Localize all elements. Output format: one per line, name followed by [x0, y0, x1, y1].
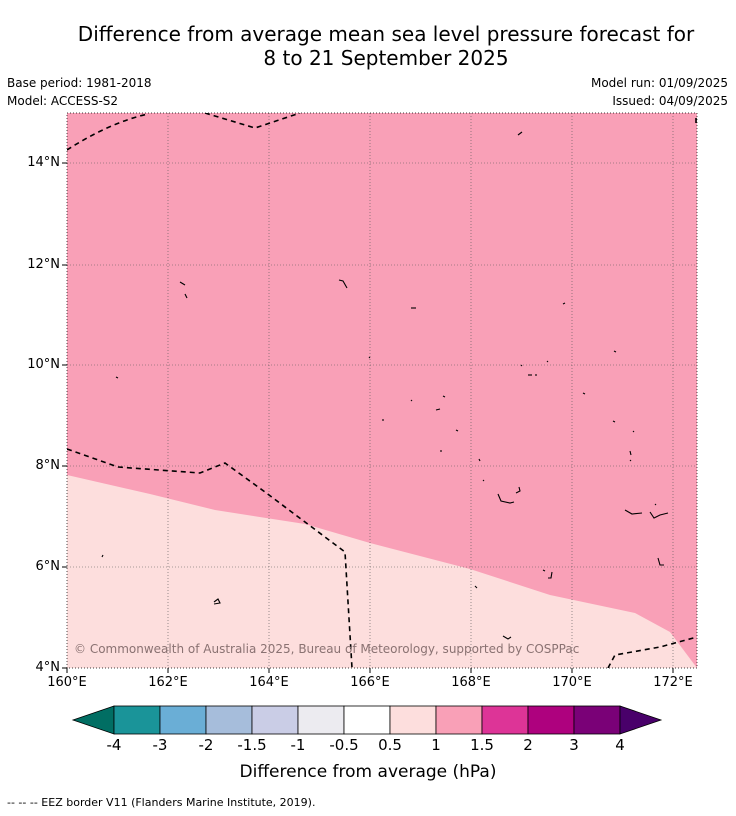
lon-label-166: 166°E [350, 675, 390, 690]
map-credit: © Commonwealth of Australia 2025, Bureau… [74, 642, 579, 656]
lon-label-170: 170°E [552, 675, 592, 690]
base-period: Base period: 1981-2018 [7, 76, 152, 90]
colorbar-extend-high [619, 705, 663, 735]
title-line-2: 8 to 21 September 2025 [263, 46, 509, 70]
model-name: Model: ACCESS-S2 [7, 94, 119, 108]
lon-label-160: 160°E [47, 675, 87, 690]
lat-label-8: 8°N [35, 458, 61, 473]
eez-legend: -- -- -- EEZ border V11 (Flanders Marine… [7, 796, 316, 809]
colorbar-tick-label: 3 [569, 736, 579, 754]
colorbar-tick-label: -3 [152, 736, 168, 754]
meta-left: Base period: 1981-2018 Model: ACCESS-S2 [7, 74, 152, 110]
graticule [67, 113, 697, 668]
lon-label-168: 168°E [451, 675, 491, 690]
lat-label-4: 4°N [35, 660, 61, 675]
colorbar-extend-low [71, 705, 115, 735]
lon-label-162: 162°E [148, 675, 188, 690]
colorbar-segment [113, 705, 161, 735]
colorbar-tick-label: -1.5 [237, 736, 267, 754]
lat-label-10: 10°N [27, 357, 60, 372]
map-frame [66, 112, 698, 669]
eez-borders [67, 113, 697, 668]
colorbar-tick-label: -1 [290, 736, 306, 754]
colorbar-tick-label: 0.5 [378, 736, 402, 754]
colorbar-tick-label: 4 [615, 736, 625, 754]
colorbar-label: Difference from average (hPa) [239, 762, 497, 782]
colorbar-segment [435, 705, 483, 735]
colorbar-segment [389, 705, 437, 735]
issued-date: Issued: 04/09/2025 [612, 94, 728, 108]
anomaly-band-low [67, 475, 697, 668]
colorbar-tick-label: -4 [106, 736, 122, 754]
lon-label-164: 164°E [249, 675, 289, 690]
meta-right: Model run: 01/09/2025 Issued: 04/09/2025 [591, 74, 728, 110]
colorbar-segment [297, 705, 345, 735]
axis-ticks [62, 162, 674, 673]
colorbar-segment [527, 705, 575, 735]
colorbar-segment [481, 705, 529, 735]
lat-label-14: 14°N [27, 155, 60, 170]
lon-label-172: 172°E [653, 675, 693, 690]
colorbar-tick-label: 1 [431, 736, 441, 754]
colorbar-segment [251, 705, 299, 735]
colorbar-segment [573, 705, 621, 735]
islands [101, 131, 669, 640]
colorbar-segment [343, 705, 391, 735]
lat-label-6: 6°N [35, 559, 61, 574]
model-run: Model run: 01/09/2025 [590, 76, 728, 90]
title-line-1: Difference from average mean sea level p… [77, 22, 695, 46]
lat-label-12: 12°N [27, 257, 60, 272]
colorbar-tick-label: -0.5 [329, 736, 359, 754]
colorbar-segment [205, 705, 253, 735]
colorbar-segment [159, 705, 207, 735]
colorbar [71, 705, 663, 735]
map-title: Difference from average mean sea level p… [0, 22, 736, 70]
colorbar-tick-label: 2 [523, 736, 533, 754]
colorbar-tick-label: 1.5 [470, 736, 494, 754]
colorbar-tick-label: -2 [198, 736, 214, 754]
